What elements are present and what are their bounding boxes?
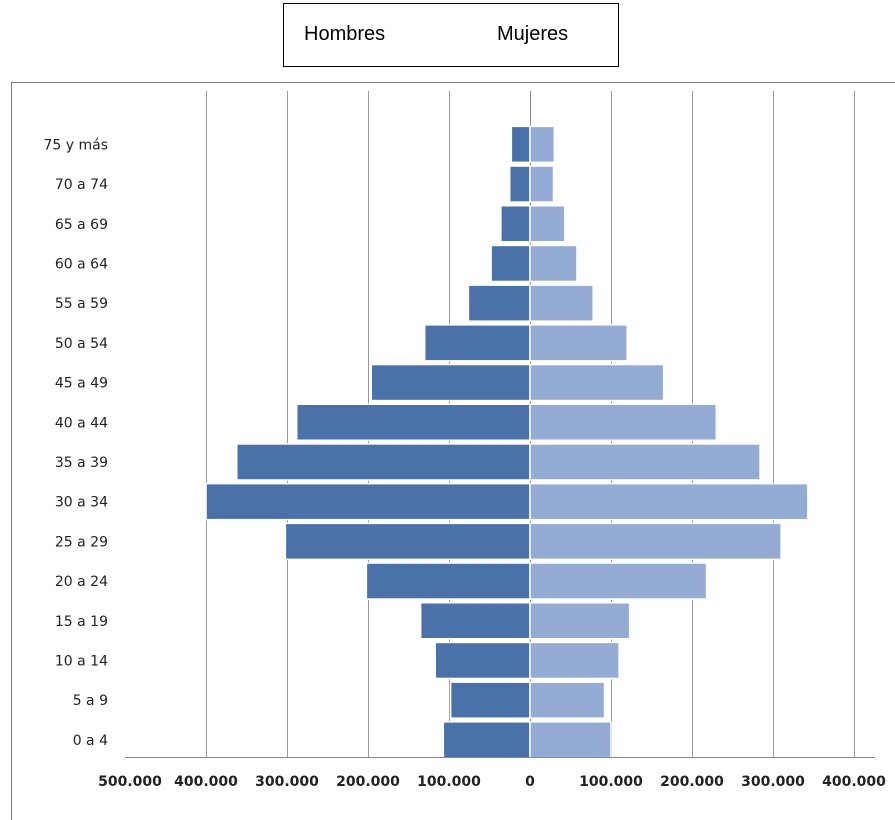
bar-men bbox=[490, 244, 531, 283]
legend-label-men: Hombres bbox=[304, 23, 386, 45]
category-label: 35 a 39 bbox=[55, 455, 108, 471]
bar-women bbox=[529, 205, 566, 243]
category-label: 25 a 29 bbox=[55, 534, 108, 550]
bar-women bbox=[529, 681, 606, 719]
x-tick-label: 200.000 bbox=[336, 774, 400, 790]
bar-women bbox=[529, 125, 556, 164]
bar-men bbox=[205, 482, 531, 521]
category-label: 45 a 49 bbox=[55, 376, 108, 392]
x-tick-label: 500.000 bbox=[98, 774, 162, 790]
bar-men bbox=[449, 681, 531, 719]
category-label: 5 a 9 bbox=[73, 693, 108, 709]
bar-women bbox=[529, 284, 594, 322]
bar-women bbox=[529, 641, 620, 680]
bar-women bbox=[529, 244, 578, 283]
x-tick-label: 400.000 bbox=[174, 774, 238, 790]
bar-women bbox=[529, 363, 665, 402]
bar-women bbox=[529, 602, 631, 640]
x-tick-label: 100.000 bbox=[417, 774, 481, 790]
bar-men bbox=[284, 522, 531, 561]
bar-women bbox=[529, 482, 809, 521]
bar-women bbox=[529, 522, 782, 561]
x-tick-label: 0 bbox=[525, 774, 535, 790]
bar-women bbox=[529, 324, 628, 362]
category-label: 15 a 19 bbox=[55, 614, 108, 630]
bar-men bbox=[370, 363, 531, 402]
category-label: 75 y más bbox=[43, 137, 108, 153]
bar-men bbox=[423, 324, 531, 362]
category-label: 50 a 54 bbox=[55, 336, 108, 352]
x-tick-label: 400.000 bbox=[822, 774, 886, 790]
bar-men bbox=[510, 125, 531, 164]
bar-men bbox=[236, 443, 531, 481]
x-tick-label: 300.000 bbox=[741, 774, 805, 790]
category-label: 40 a 44 bbox=[55, 415, 108, 431]
bar-women bbox=[529, 165, 555, 203]
category-label: 55 a 59 bbox=[55, 296, 108, 312]
bar-men bbox=[442, 721, 531, 759]
x-tick-label: 200.000 bbox=[660, 774, 724, 790]
x-tick-label: 300.000 bbox=[255, 774, 319, 790]
bar-men bbox=[500, 205, 531, 243]
category-label: 65 a 69 bbox=[55, 217, 108, 233]
bar-men bbox=[295, 403, 531, 441]
axes: 500.000 400.000 300.000 200.000 100.000 0 100.… bbox=[43, 137, 886, 790]
bar-men bbox=[365, 562, 531, 600]
category-label: 30 a 34 bbox=[55, 495, 108, 511]
bars bbox=[205, 125, 809, 759]
bar-women bbox=[529, 721, 612, 759]
bar-women bbox=[529, 443, 761, 481]
category-label: 60 a 64 bbox=[55, 256, 108, 272]
category-label: 20 a 24 bbox=[55, 574, 108, 590]
category-label: 0 a 4 bbox=[73, 733, 108, 749]
legend: Hombres Mujeres bbox=[283, 3, 619, 67]
category-label: 10 a 14 bbox=[55, 653, 108, 669]
bar-men bbox=[419, 602, 531, 640]
legend-label-women: Mujeres bbox=[497, 23, 569, 45]
bar-men bbox=[467, 284, 531, 322]
bar-women bbox=[529, 403, 718, 441]
bar-women bbox=[529, 562, 708, 600]
bar-men bbox=[434, 641, 531, 680]
bar-men bbox=[509, 165, 531, 203]
category-label: 70 a 74 bbox=[55, 177, 108, 193]
x-tick-label: 100.000 bbox=[579, 774, 643, 790]
